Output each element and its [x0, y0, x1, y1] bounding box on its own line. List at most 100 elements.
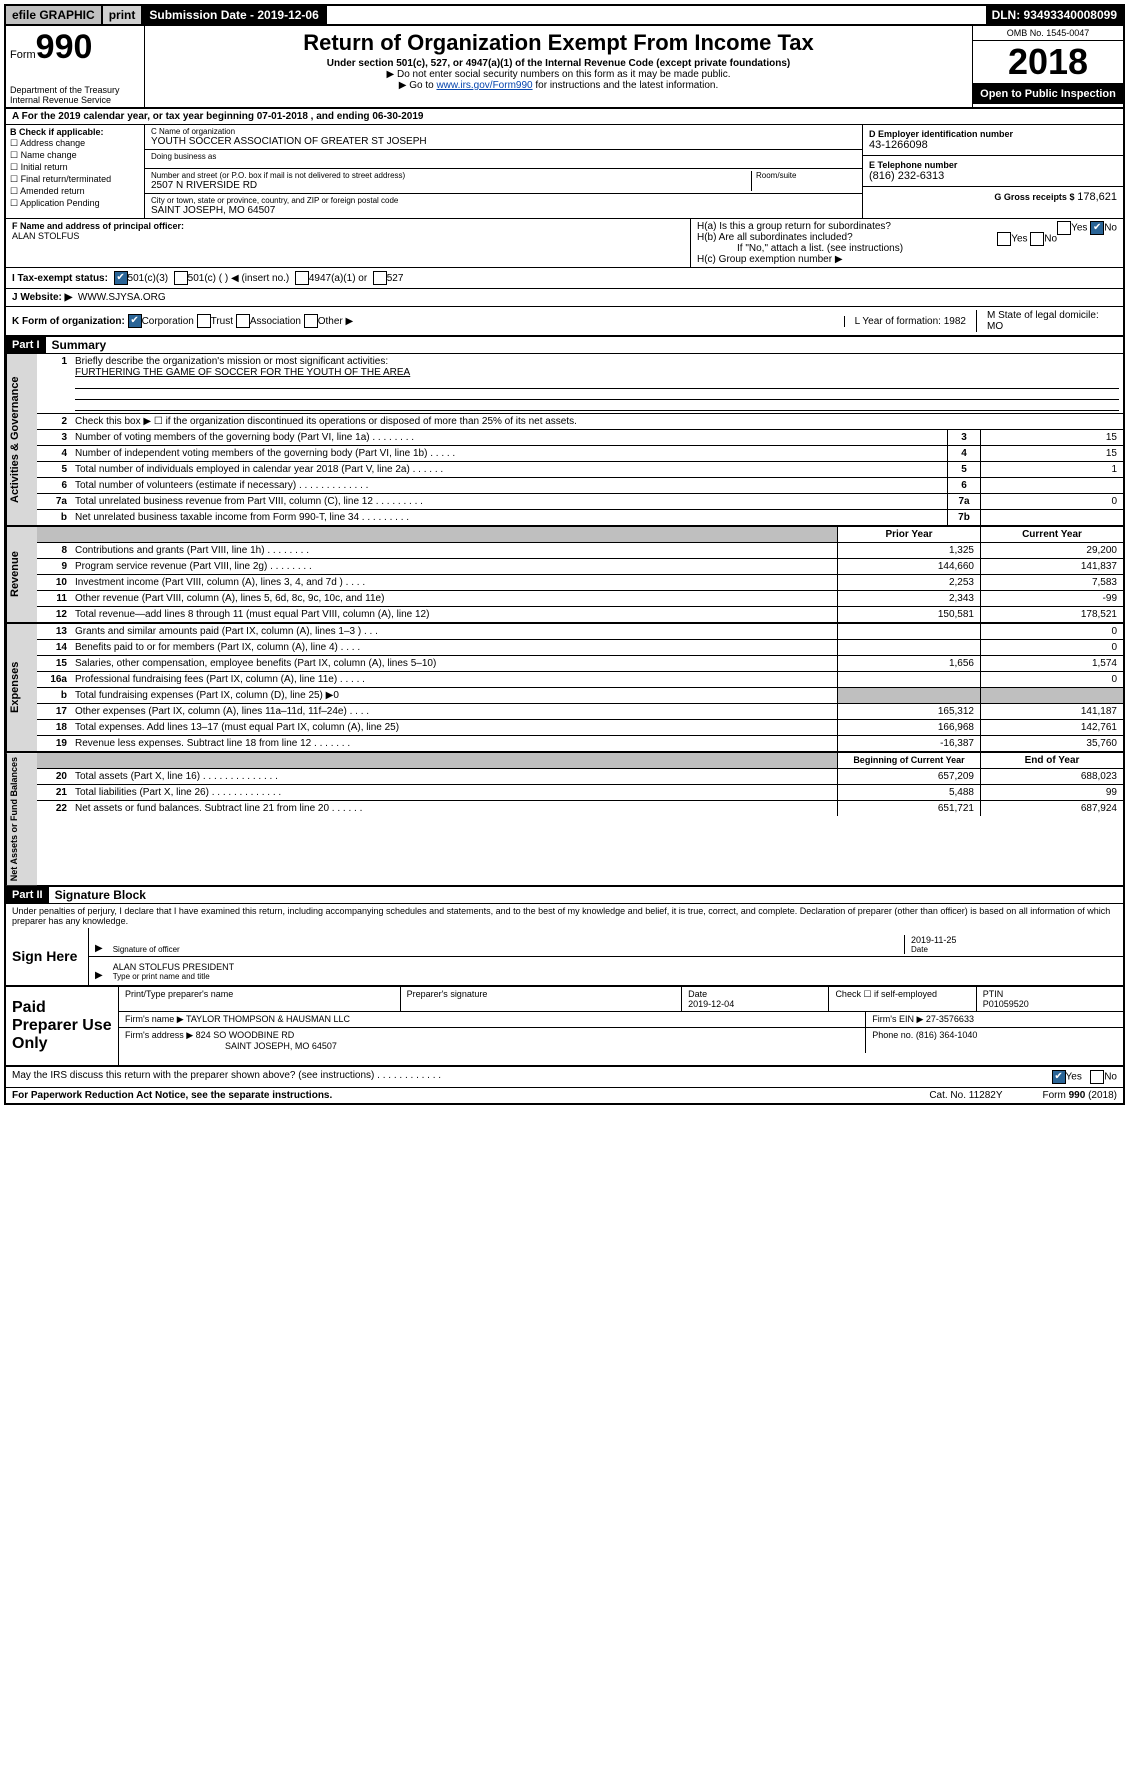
chk-501c3[interactable]: ✔ [114, 271, 128, 285]
org-name: YOUTH SOCCER ASSOCIATION OF GREATER ST J… [151, 136, 856, 147]
entity-right: D Employer identification number 43-1266… [862, 125, 1123, 218]
net-row: 22 Net assets or fund balances. Subtract… [37, 801, 1123, 816]
discuss-no-checkbox[interactable] [1090, 1070, 1104, 1084]
vtab-net-assets: Net Assets or Fund Balances [6, 753, 37, 885]
prior-year-value: 2,343 [837, 591, 980, 606]
chk-name-change[interactable]: ☐ Name change [10, 150, 140, 161]
line-value: 1 [980, 462, 1123, 477]
firm-ein: 27-3576633 [926, 1014, 974, 1024]
line-num: 7a [37, 494, 71, 509]
firm-ein-label: Firm's EIN ▶ [872, 1014, 923, 1024]
opt-501c3: 501(c)(3) [128, 273, 169, 284]
current-year-header: Current Year [980, 527, 1123, 542]
line-box: 6 [947, 478, 980, 493]
blank-line [75, 400, 1119, 411]
firm-addr1: 824 SO WOODBINE RD [196, 1030, 295, 1040]
box-g: G Gross receipts $ 178,621 [863, 187, 1123, 207]
firm-addr-label: Firm's address ▶ [125, 1030, 193, 1040]
line-desc: Investment income (Part VIII, column (A)… [71, 575, 837, 590]
current-year-value: 0 [980, 640, 1123, 655]
net-assets-section: Net Assets or Fund Balances Beginning of… [4, 753, 1125, 887]
gov-row: 6 Total number of volunteers (estimate i… [37, 478, 1123, 494]
line-desc: Total number of individuals employed in … [71, 462, 947, 477]
end-year-value: 99 [980, 785, 1123, 800]
irs-form990-link[interactable]: www.irs.gov/Form990 [436, 80, 532, 91]
chk-app-pending[interactable]: ☐ Application Pending [10, 198, 140, 209]
line-num: 10 [37, 575, 71, 590]
efile-button[interactable]: efile GRAPHIC [6, 6, 103, 24]
begin-year-value: 5,488 [837, 785, 980, 800]
vtab-expenses: Expenses [6, 624, 37, 751]
page-footer: For Paperwork Reduction Act Notice, see … [4, 1088, 1125, 1105]
begin-year-value: 657,209 [837, 769, 980, 784]
line-num: 14 [37, 640, 71, 655]
paperwork-notice: For Paperwork Reduction Act Notice, see … [12, 1090, 332, 1101]
ha-label: H(a) Is this a group return for subordin… [697, 221, 891, 232]
chk-corp[interactable]: ✔ [128, 314, 142, 328]
line-num: 17 [37, 704, 71, 719]
sig-name: ALAN STOLFUS PRESIDENT [113, 962, 1111, 972]
dba-label: Doing business as [151, 152, 856, 161]
chk-address-change[interactable]: ☐ Address change [10, 138, 140, 149]
blank-line [75, 389, 1119, 400]
ha-no-label: No [1104, 223, 1117, 234]
vtab-revenue: Revenue [6, 527, 37, 622]
firm-phone: (816) 364-1040 [916, 1030, 978, 1040]
chk-initial-return[interactable]: ☐ Initial return [10, 162, 140, 173]
line-num: b [37, 510, 71, 525]
chk-501c[interactable] [174, 271, 188, 285]
chk-assoc[interactable] [236, 314, 250, 328]
ha-yes-checkbox[interactable] [1057, 221, 1071, 235]
sig-date-col: 2019-11-25 Date [905, 935, 1117, 954]
ein-label: D Employer identification number [869, 129, 1117, 139]
line-desc: Program service revenue (Part VIII, line… [71, 559, 837, 574]
hb-no-checkbox[interactable] [1030, 232, 1044, 246]
current-year-value: -99 [980, 591, 1123, 606]
prior-year-value: 1,325 [837, 543, 980, 558]
prior-year-value: 165,312 [837, 704, 980, 719]
chk-527[interactable] [373, 271, 387, 285]
exp-row: 16a Professional fundraising fees (Part … [37, 672, 1123, 688]
ha-no-checkbox[interactable]: ✔ [1090, 221, 1104, 235]
prior-year-value: 1,656 [837, 656, 980, 671]
current-year-value: 7,583 [980, 575, 1123, 590]
exp-row: 18 Total expenses. Add lines 13–17 (must… [37, 720, 1123, 736]
discuss-row: May the IRS discuss this return with the… [4, 1067, 1125, 1088]
end-year-value: 688,023 [980, 769, 1123, 784]
current-year-value: 141,837 [980, 559, 1123, 574]
rev-row: 10 Investment income (Part VIII, column … [37, 575, 1123, 591]
prior-year-header: Prior Year [837, 527, 980, 542]
ssn-note: ▶ Do not enter social security numbers o… [151, 69, 966, 80]
line-box: 5 [947, 462, 980, 477]
revenue-section: Revenue Prior Year Current Year 8 Contri… [4, 527, 1125, 624]
header-right: OMB No. 1545-0047 2018 Open to Public In… [972, 26, 1123, 107]
line-box: 4 [947, 446, 980, 461]
current-year-value: 141,187 [980, 704, 1123, 719]
opt-corp: Corporation [142, 316, 194, 327]
box-b: B Check if applicable: ☐ Address change … [6, 125, 145, 218]
sig-row-2: ALAN STOLFUS PRESIDENT Type or print nam… [89, 957, 1123, 983]
hb-yes-checkbox[interactable] [997, 232, 1011, 246]
chk-4947[interactable] [295, 271, 309, 285]
print-button[interactable]: print [103, 6, 144, 24]
chk-amended[interactable]: ☐ Amended return [10, 186, 140, 197]
box-e: E Telephone number (816) 232-6313 [863, 156, 1123, 187]
form-header: Form990 Department of the Treasury Inter… [4, 26, 1125, 109]
prior-year-value [837, 624, 980, 639]
line-value [980, 510, 1123, 525]
submission-date: Submission Date - 2019-12-06 [143, 6, 326, 24]
org-name-label: C Name of organization [151, 127, 856, 136]
line-1-num: 1 [37, 354, 71, 413]
chk-other[interactable] [304, 314, 318, 328]
dept-treasury: Department of the Treasury [10, 85, 140, 95]
prior-year-value: 166,968 [837, 720, 980, 735]
chk-trust[interactable] [197, 314, 211, 328]
line-box: 7b [947, 510, 980, 525]
discuss-yes-checkbox[interactable]: ✔ [1052, 1070, 1066, 1084]
cat-number: Cat. No. 11282Y [889, 1090, 1042, 1101]
exp-row: b Total fundraising expenses (Part IX, c… [37, 688, 1123, 704]
ha-row: H(a) Is this a group return for subordin… [697, 221, 1117, 232]
paid-preparer-block: Paid Preparer Use Only Print/Type prepar… [4, 987, 1125, 1067]
sig-date-label: Date [911, 945, 1111, 954]
chk-final-return[interactable]: ☐ Final return/terminated [10, 174, 140, 185]
